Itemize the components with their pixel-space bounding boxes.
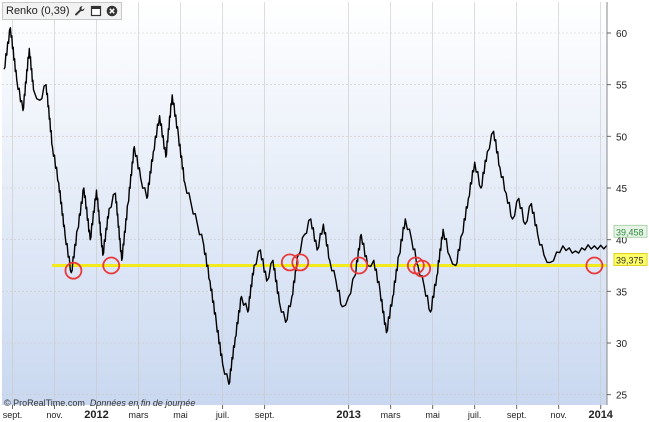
x-tick-label: sept. bbox=[255, 410, 275, 420]
level-price-label: 39,375 bbox=[613, 253, 648, 266]
x-tick-label: sept. bbox=[3, 410, 23, 420]
last-price-box bbox=[613, 224, 648, 238]
copyright-text: © ProRealTime.com bbox=[4, 398, 85, 408]
circle-marker bbox=[350, 256, 369, 275]
vertical-grid bbox=[12, 2, 601, 405]
x-axis-ticks: sept. nov. 2012 mars mai juil. sept. 2013 mars ma… bbox=[3, 405, 614, 421]
x-tick-label: mars bbox=[129, 410, 149, 420]
y-tick-label: 45 bbox=[616, 184, 628, 195]
x-tick-label: sept. bbox=[507, 410, 527, 420]
support-touch-markers bbox=[64, 253, 604, 280]
chart-footer: © ProRealTime.com Données en fin de jour… bbox=[4, 398, 195, 408]
x-tick-label: 2012 bbox=[84, 409, 108, 421]
y-axis-ticks: 25 30 35 40 45 50 55 60 bbox=[607, 29, 628, 402]
circle-marker bbox=[413, 259, 432, 278]
circle-marker bbox=[102, 256, 121, 275]
horizontal-grid bbox=[2, 32, 607, 395]
x-tick-label: 2014 bbox=[588, 409, 613, 421]
level-price-box bbox=[613, 253, 648, 266]
wrench-icon[interactable] bbox=[74, 5, 86, 17]
x-tick-label: juil. bbox=[215, 410, 230, 420]
plot-background bbox=[2, 2, 607, 405]
data-note: Données en fin de journée bbox=[89, 398, 196, 408]
chart-title: Renko (0,39) bbox=[6, 5, 70, 17]
x-tick-label: mars bbox=[381, 410, 401, 420]
window-icon[interactable] bbox=[90, 5, 102, 17]
chart-title-bar: Renko (0,39) bbox=[2, 2, 122, 20]
y-tick-label: 50 bbox=[616, 132, 628, 143]
y-tick-label: 40 bbox=[616, 236, 628, 247]
x-tick-label: mai bbox=[173, 410, 188, 420]
y-tick-label: 25 bbox=[616, 391, 628, 402]
y-tick-label: 30 bbox=[616, 339, 628, 350]
close-icon[interactable] bbox=[106, 5, 118, 17]
circle-marker bbox=[280, 253, 299, 272]
y-tick-label: 35 bbox=[616, 287, 628, 298]
price-series-line bbox=[3, 27, 608, 385]
x-tick-label: nov. bbox=[551, 410, 567, 420]
x-tick-label: mai bbox=[425, 410, 440, 420]
circle-marker bbox=[291, 253, 310, 272]
last-price-label: 39,458 bbox=[613, 224, 648, 238]
x-tick-label: nov. bbox=[46, 410, 62, 420]
circle-marker bbox=[64, 261, 83, 280]
y-tick-label: 60 bbox=[616, 29, 628, 40]
x-tick-label: juil. bbox=[467, 410, 482, 420]
level-price-value: 39,375 bbox=[616, 256, 644, 266]
x-tick-label: 2013 bbox=[336, 409, 360, 421]
last-price-value: 39,458 bbox=[616, 227, 644, 237]
y-tick-label: 55 bbox=[616, 81, 628, 92]
circle-marker bbox=[585, 256, 604, 275]
